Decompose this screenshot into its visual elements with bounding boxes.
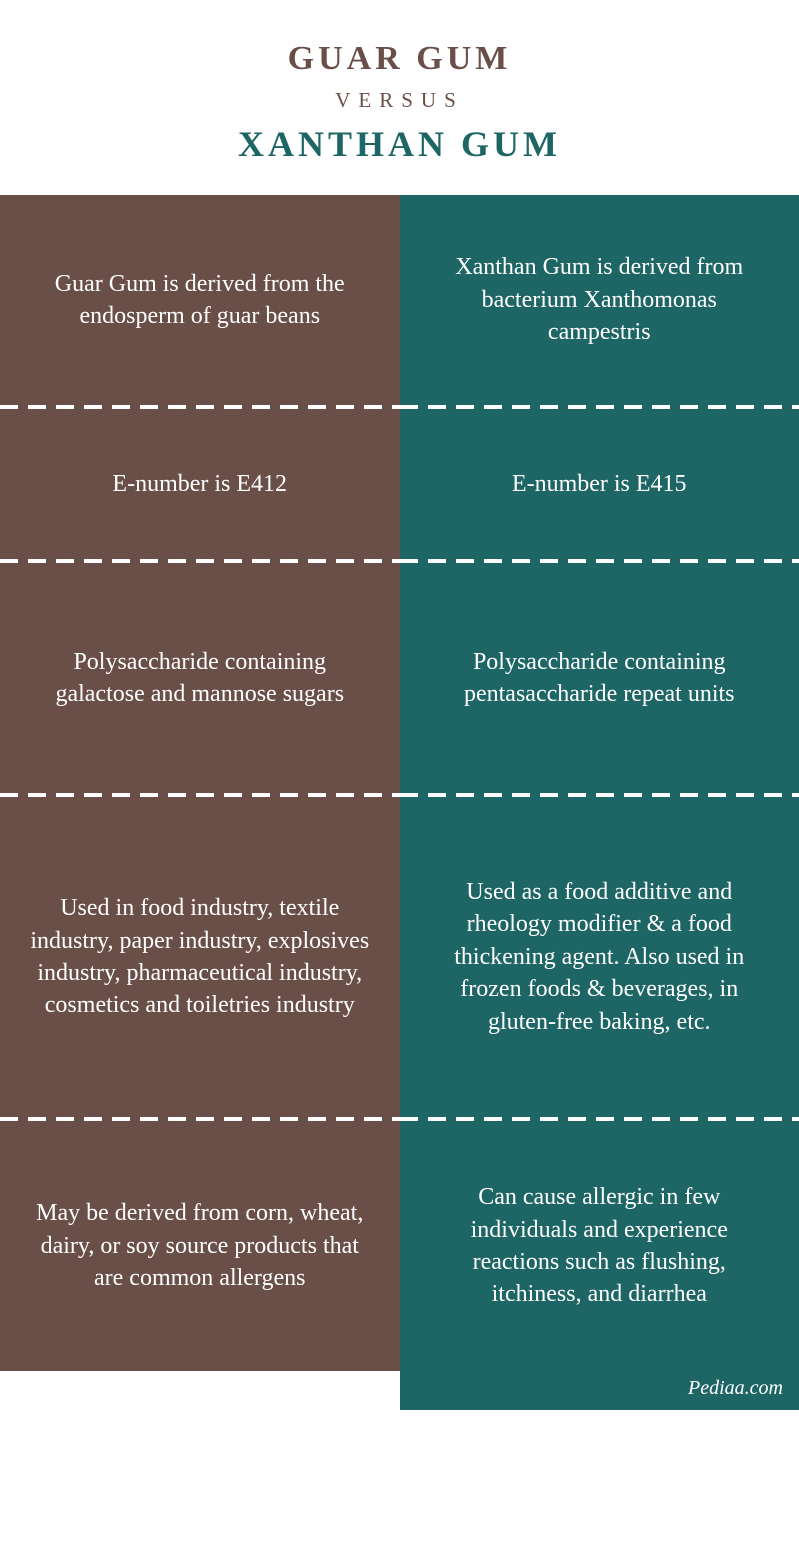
cell-text: Guar Gum is derived from the endosperm o… xyxy=(28,268,372,333)
cell-text: E-number is E412 xyxy=(112,468,287,500)
title-left: GUAR GUM xyxy=(20,40,779,78)
right-cell-0: Xanthan Gum is derived from bacterium Xa… xyxy=(400,195,799,405)
cell-text: May be derived from corn, wheat, dairy, … xyxy=(28,1197,372,1294)
comparison-header: GUAR GUM VERSUS XANTHAN GUM xyxy=(0,0,799,195)
title-right: XANTHAN GUM xyxy=(20,123,779,165)
right-cell-4: Can cause allergic in few individuals an… xyxy=(400,1121,799,1371)
cell-text: Used as a food additive and rheology mod… xyxy=(428,876,772,1038)
cell-text: Can cause allergic in few individuals an… xyxy=(428,1181,772,1311)
cell-text: Polysaccharide containing galactose and … xyxy=(28,646,372,711)
right-cell-3: Used as a food additive and rheology mod… xyxy=(400,797,799,1117)
left-cell-2: Polysaccharide containing galactose and … xyxy=(0,563,400,793)
cell-text: E-number is E415 xyxy=(512,468,687,500)
right-cell-2: Polysaccharide containing pentasaccharid… xyxy=(400,563,799,793)
versus-label: VERSUS xyxy=(20,88,779,113)
left-column: Guar Gum is derived from the endosperm o… xyxy=(0,195,400,1410)
right-column: Xanthan Gum is derived from bacterium Xa… xyxy=(400,195,799,1410)
left-cell-3: Used in food industry, textile industry,… xyxy=(0,797,400,1117)
cell-text: Polysaccharide containing pentasaccharid… xyxy=(428,646,772,711)
cell-text: Xanthan Gum is derived from bacterium Xa… xyxy=(428,251,772,348)
cell-text: Used in food industry, textile industry,… xyxy=(28,892,372,1022)
left-cell-1: E-number is E412 xyxy=(0,409,400,559)
right-cell-1: E-number is E415 xyxy=(400,409,799,559)
left-cell-4: May be derived from corn, wheat, dairy, … xyxy=(0,1121,400,1371)
comparison-table: Guar Gum is derived from the endosperm o… xyxy=(0,195,799,1410)
left-cell-0: Guar Gum is derived from the endosperm o… xyxy=(0,195,400,405)
footer-credit: Pediaa.com xyxy=(400,1371,799,1410)
